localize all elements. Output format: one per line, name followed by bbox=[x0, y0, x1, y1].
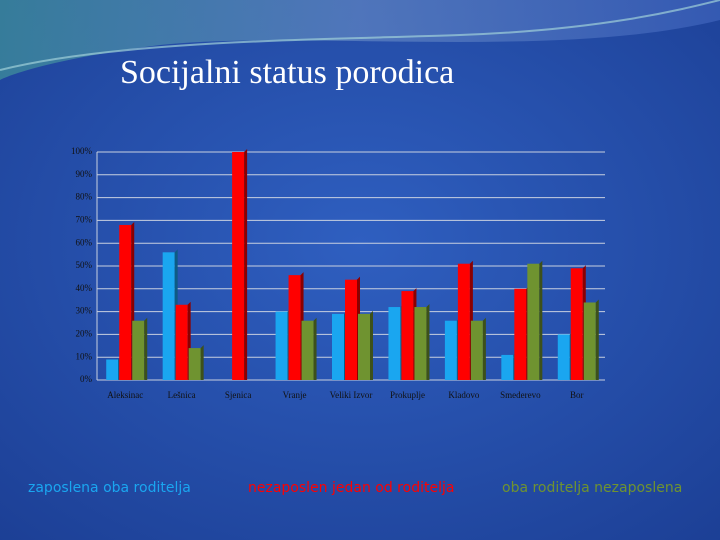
bar-side bbox=[595, 299, 599, 380]
y-tick-label: 40% bbox=[76, 283, 93, 293]
bar bbox=[470, 320, 483, 380]
legend-entry: zaposlena oba roditelja bbox=[28, 480, 191, 496]
x-tick-label: Aleksinac bbox=[107, 390, 143, 400]
bar-side bbox=[370, 310, 373, 380]
y-tick-label: 60% bbox=[76, 237, 93, 247]
x-tick-label: Bor bbox=[570, 390, 584, 400]
bar bbox=[414, 307, 427, 380]
bar bbox=[457, 263, 470, 380]
bar-side bbox=[144, 317, 148, 380]
y-tick-label: 0% bbox=[80, 374, 93, 384]
bar-side bbox=[200, 345, 204, 380]
bar bbox=[301, 320, 314, 380]
y-tick-label: 80% bbox=[76, 192, 93, 202]
chart-title: Socijalni status porodica bbox=[120, 54, 454, 91]
bar-side bbox=[539, 260, 543, 380]
y-tick-label: 50% bbox=[76, 260, 93, 270]
bar bbox=[288, 275, 301, 380]
bar bbox=[401, 291, 414, 380]
bar bbox=[175, 304, 188, 380]
bar bbox=[132, 320, 145, 380]
bar bbox=[232, 152, 245, 380]
swoosh-line bbox=[0, 0, 720, 71]
legend-entry: nezaposlen jedan od roditelja bbox=[248, 480, 454, 496]
bar bbox=[119, 224, 132, 380]
y-tick-label: 20% bbox=[76, 328, 93, 338]
y-tick-label: 10% bbox=[76, 351, 93, 361]
bar-side bbox=[426, 304, 430, 380]
bar bbox=[501, 354, 514, 380]
bar bbox=[332, 313, 344, 380]
legend-entry: oba roditelja nezaposlena bbox=[502, 480, 682, 496]
bar bbox=[557, 334, 570, 380]
bar bbox=[570, 268, 583, 380]
bar bbox=[358, 313, 370, 380]
bar bbox=[514, 288, 527, 380]
bar-side bbox=[313, 317, 317, 380]
bar bbox=[162, 252, 175, 380]
y-tick-label: 100% bbox=[71, 146, 93, 156]
bar bbox=[388, 307, 401, 380]
bar bbox=[188, 348, 201, 380]
bar-side bbox=[244, 149, 248, 380]
swoosh bbox=[0, 0, 720, 80]
x-tick-label: Veliki Izvor bbox=[330, 390, 373, 400]
x-tick-label: Kladovo bbox=[448, 390, 479, 400]
bar bbox=[106, 359, 119, 380]
x-tick-label: Lešnica bbox=[168, 390, 196, 400]
bar bbox=[527, 263, 540, 380]
bar bbox=[583, 302, 596, 380]
x-tick-label: Vranje bbox=[283, 390, 307, 400]
x-tick-label: Prokuplje bbox=[390, 390, 425, 400]
y-tick-label: 30% bbox=[76, 306, 93, 316]
bar-side bbox=[482, 317, 486, 380]
bar bbox=[345, 279, 357, 380]
y-tick-label: 90% bbox=[76, 169, 93, 179]
x-tick-label: Smederevo bbox=[500, 390, 541, 400]
x-tick-label: Sjenica bbox=[225, 390, 252, 400]
bar bbox=[275, 311, 288, 380]
bar bbox=[444, 320, 457, 380]
y-tick-label: 70% bbox=[76, 214, 93, 224]
